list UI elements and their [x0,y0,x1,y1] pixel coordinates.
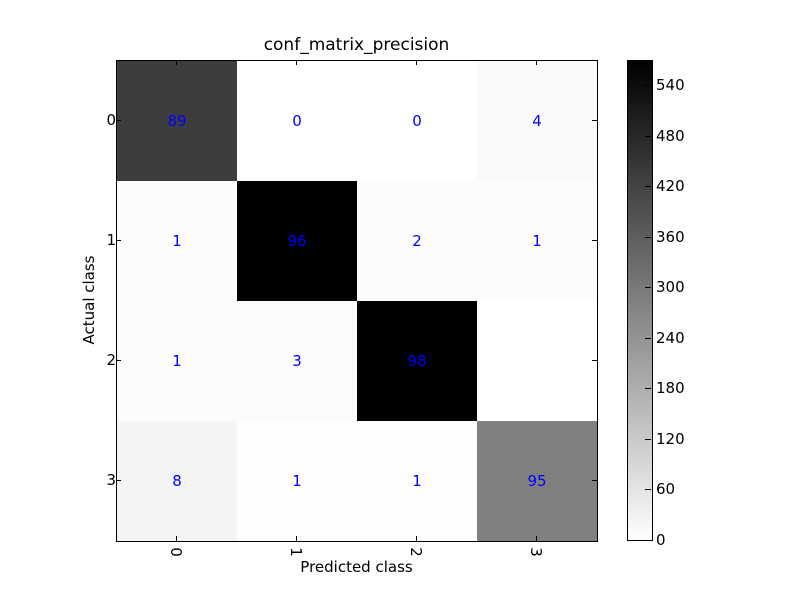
colorbar-tick-label: 480 [656,126,685,145]
matrix-cell: 89 [117,61,237,181]
x-tick-mark [536,60,537,65]
colorbar-tick-label: 360 [656,227,685,246]
colorbar-tick-mark [645,388,651,390]
colorbar-tick-mark [645,85,651,87]
colorbar-tick-label: 540 [656,76,685,95]
x-tick-label: 0 [167,547,185,557]
colorbar-tick-label: 0 [656,531,666,549]
y-tick-label: 3 [106,471,116,489]
matrix-cell: 0 [357,61,477,181]
matrix-cell: 96 [237,181,357,301]
matrix-cell: 1 [357,421,477,541]
matrix-cell: 3 [237,301,357,421]
y-tick-mark [116,360,121,361]
colorbar-tick-mark [645,287,651,289]
x-tick-mark [416,60,417,65]
matrix-cell: 1 [477,181,597,301]
colorbar-tick-label: 300 [656,278,685,297]
matrix-cell [477,301,597,421]
y-tick-mark [592,120,597,121]
x-tick-mark [296,536,297,541]
confusion-matrix-plot: 89 0 0 4 1 96 2 1 1 3 98 8 1 1 95 [116,60,598,542]
matrix-cell: 8 [117,421,237,541]
colorbar-tick-label: 420 [656,177,685,196]
y-tick-mark [592,240,597,241]
colorbar-tick-mark [645,236,651,238]
matrix-cell: 95 [477,421,597,541]
x-tick-label: 3 [527,547,545,557]
x-tick-label: 1 [287,547,305,557]
y-tick-label: 2 [106,351,116,369]
matrix-cell: 4 [477,61,597,181]
matrix-cell: 98 [357,301,477,421]
colorbar-tick-mark [645,438,651,440]
colorbar-tick-mark [645,489,651,491]
matrix-cell: 2 [357,181,477,301]
y-tick-mark [116,120,121,121]
chart-title: conf_matrix_precision [263,35,450,55]
x-tick-mark [296,60,297,65]
matrix-cell: 1 [117,181,237,301]
y-tick-label: 0 [106,111,116,129]
y-tick-mark [116,240,121,241]
matrix-cell: 0 [237,61,357,181]
y-axis-label: Actual class [80,255,98,345]
y-tick-label: 1 [106,231,116,249]
colorbar-tick-label: 120 [656,429,685,448]
x-tick-mark [536,536,537,541]
colorbar-tick-mark [645,337,651,339]
x-axis-label: Predicted class [300,558,413,576]
colorbar [627,60,653,541]
colorbar-tick-mark [645,135,651,137]
x-tick-mark [176,536,177,541]
colorbar-tick-label: 60 [656,480,676,499]
x-tick-mark [416,536,417,541]
y-tick-mark [592,480,597,481]
x-tick-mark [176,60,177,65]
y-tick-mark [116,480,121,481]
matrix-cell: 1 [117,301,237,421]
colorbar-tick-label: 240 [656,328,685,347]
y-tick-mark [592,360,597,361]
colorbar-tick-mark [645,540,651,541]
colorbar-tick-label: 180 [656,379,685,398]
x-tick-label: 2 [407,547,425,557]
colorbar-tick-mark [645,186,651,188]
matrix-cell: 1 [237,421,357,541]
